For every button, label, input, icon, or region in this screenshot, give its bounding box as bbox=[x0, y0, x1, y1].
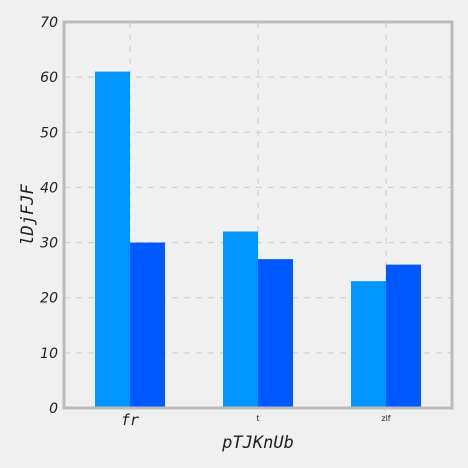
x-tick-label: fr bbox=[121, 411, 139, 429]
bar-zlf-series-1 bbox=[351, 281, 386, 408]
y-tick-label: 0 bbox=[49, 401, 58, 417]
y-axis-label: lDjFJF bbox=[18, 184, 38, 246]
x-tick-labels: fr t zlf bbox=[121, 411, 391, 429]
x-tick-label: t bbox=[256, 414, 259, 423]
bar-fr-series-1 bbox=[95, 71, 130, 408]
y-tick-labels: 0 10 20 30 40 50 60 70 bbox=[40, 15, 58, 417]
x-axis-label: pTJKnUb bbox=[221, 433, 294, 453]
bar-t-series-1 bbox=[223, 231, 258, 408]
bar-t-series-2 bbox=[258, 259, 293, 408]
y-tick-label: 70 bbox=[40, 15, 58, 31]
x-tick-label: zlf bbox=[381, 414, 390, 423]
bar-fr-series-2 bbox=[130, 242, 165, 408]
y-tick-label: 40 bbox=[40, 180, 58, 196]
bars bbox=[95, 71, 421, 408]
y-tick-label: 50 bbox=[40, 125, 58, 141]
y-tick-label: 20 bbox=[40, 291, 58, 307]
y-tick-label: 30 bbox=[40, 236, 58, 252]
y-tick-label: 60 bbox=[40, 70, 58, 86]
y-tick-label: 10 bbox=[40, 346, 58, 362]
plot-frame bbox=[62, 20, 454, 410]
bar-zlf-series-2 bbox=[386, 264, 421, 408]
